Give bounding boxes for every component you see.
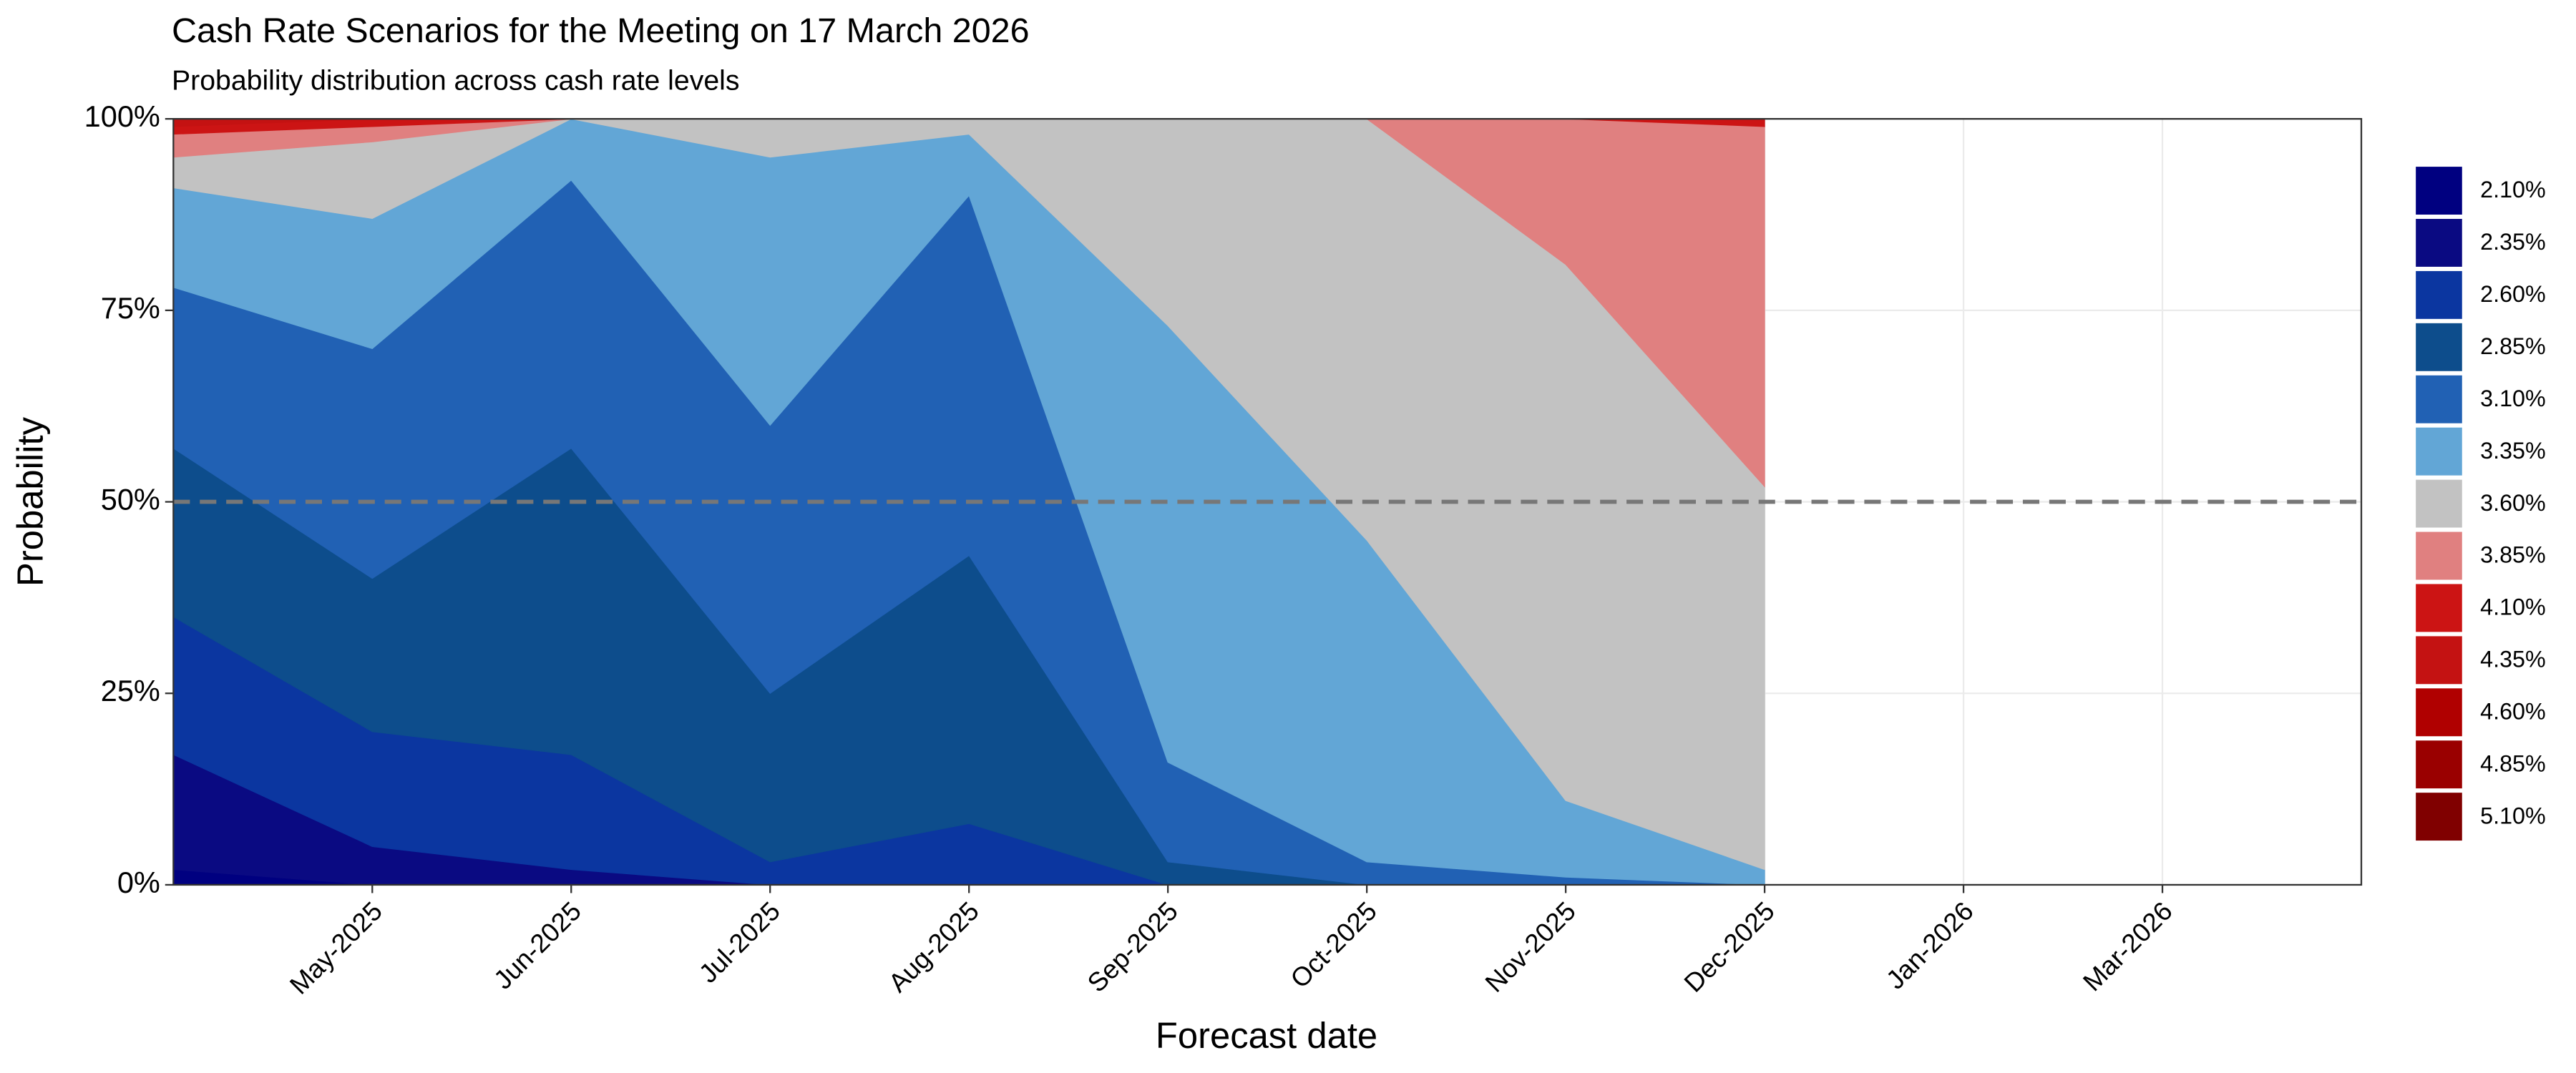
x-tick-label: Nov-2025 <box>1480 896 1581 998</box>
x-tick-label: Aug-2025 <box>883 896 985 998</box>
legend-swatch <box>2416 323 2462 371</box>
legend-swatch <box>2416 531 2462 580</box>
x-tick-label: Mar-2026 <box>2077 896 2178 997</box>
x-tick-label: May-2025 <box>284 896 388 1000</box>
x-axis-label: Forecast date <box>1156 1015 1377 1056</box>
x-tick-label: Oct-2025 <box>1285 896 1382 994</box>
legend-label: 3.35% <box>2480 438 2546 464</box>
legend-swatch <box>2416 375 2462 423</box>
legend-label: 4.60% <box>2480 698 2546 724</box>
legend-label: 3.10% <box>2480 386 2546 411</box>
legend-swatch <box>2416 636 2462 685</box>
legend-label: 4.35% <box>2480 647 2546 672</box>
x-tick-label: Jan-2026 <box>1880 896 1979 995</box>
y-tick-label: 25% <box>101 674 160 707</box>
legend-swatch <box>2416 740 2462 789</box>
y-tick-label: 75% <box>101 291 160 325</box>
legend-label: 2.85% <box>2480 333 2546 359</box>
chart-title: Cash Rate Scenarios for the Meeting on 1… <box>172 11 1030 50</box>
legend-swatch <box>2416 793 2462 841</box>
legend-swatch <box>2416 167 2462 215</box>
y-tick-label: 100% <box>84 99 160 133</box>
legend-swatch <box>2416 270 2462 319</box>
legend-label: 3.85% <box>2480 542 2546 568</box>
legend-swatch <box>2416 584 2462 632</box>
chart-subtitle: Probability distribution across cash rat… <box>172 65 739 97</box>
legend-label: 4.10% <box>2480 594 2546 620</box>
legend-swatch <box>2416 688 2462 737</box>
legend-swatch <box>2416 427 2462 476</box>
legend-label: 2.35% <box>2480 229 2546 255</box>
legend-swatch <box>2416 219 2462 267</box>
x-tick-label: Sep-2025 <box>1082 896 1184 998</box>
legend-label: 3.60% <box>2480 490 2546 516</box>
legend-label: 4.85% <box>2480 750 2546 776</box>
y-axis-label: Probability <box>10 416 51 587</box>
legend-label: 2.60% <box>2480 281 2546 307</box>
legend-label: 2.10% <box>2480 177 2546 202</box>
y-tick-label: 0% <box>117 866 160 899</box>
y-tick-label: 50% <box>101 483 160 516</box>
x-tick-label: Jul-2025 <box>693 896 786 989</box>
x-tick-label: Dec-2025 <box>1679 896 1780 998</box>
legend-label: 5.10% <box>2480 803 2546 828</box>
legend-swatch <box>2416 479 2462 528</box>
x-tick-label: Jun-2025 <box>488 896 587 995</box>
